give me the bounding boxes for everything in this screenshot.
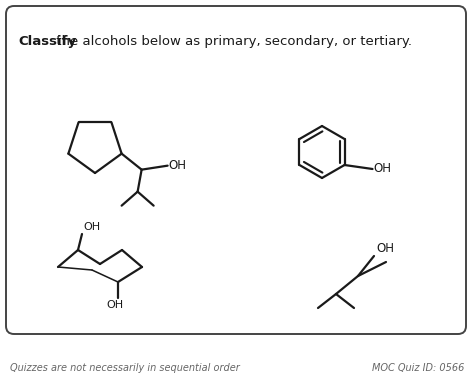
Text: Quizzes are not necessarily in sequential order: Quizzes are not necessarily in sequentia…: [10, 363, 240, 373]
Text: the alcohols below as primary, secondary, or tertiary.: the alcohols below as primary, secondary…: [52, 36, 412, 49]
Text: Classify: Classify: [18, 36, 76, 49]
Text: OH: OH: [169, 159, 187, 172]
Text: OH: OH: [374, 162, 392, 175]
Text: MOC Quiz ID: 0566: MOC Quiz ID: 0566: [372, 363, 464, 373]
Text: OH: OH: [376, 242, 394, 255]
Text: OH: OH: [106, 300, 123, 310]
Text: OH: OH: [83, 222, 100, 232]
